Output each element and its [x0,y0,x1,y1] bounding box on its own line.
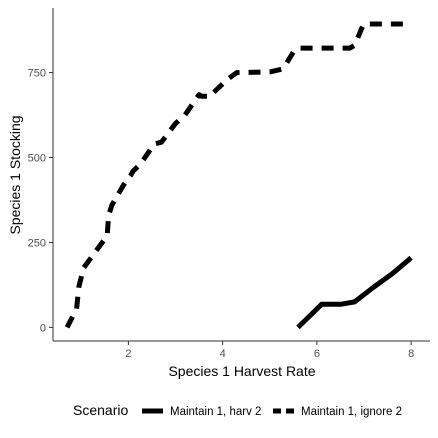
series-layer [64,21,413,330]
legend-label-solid: Maintain 1, harv 2 [170,406,261,418]
axes: 2 4 6 8 0 250 500 750 [28,8,430,360]
x-tick-label: 8 [408,348,414,360]
y-tick-label: 500 [28,153,46,165]
legend: Scenario Maintain 1, harv 2 Maintain 1, … [73,402,402,418]
legend-item-dashed: Maintain 1, ignore 2 [273,406,402,418]
x-tick-label: 2 [125,348,131,360]
legend-item-solid: Maintain 1, harv 2 [142,406,261,418]
y-tick-label: 250 [28,237,46,249]
series-line-dashed [64,21,412,329]
y-tick-label: 0 [40,322,46,334]
y-axis-title: Species 1 Stocking [7,115,23,234]
legend-label-dashed: Maintain 1, ignore 2 [301,406,402,418]
x-tick-label: 6 [314,348,320,360]
series-line-solid [296,255,413,330]
legend-title: Scenario [73,402,128,418]
x-tick-label: 4 [220,348,226,360]
x-axis-title: Species 1 Harvest Rate [168,363,315,379]
y-tick-label: 750 [28,68,46,80]
